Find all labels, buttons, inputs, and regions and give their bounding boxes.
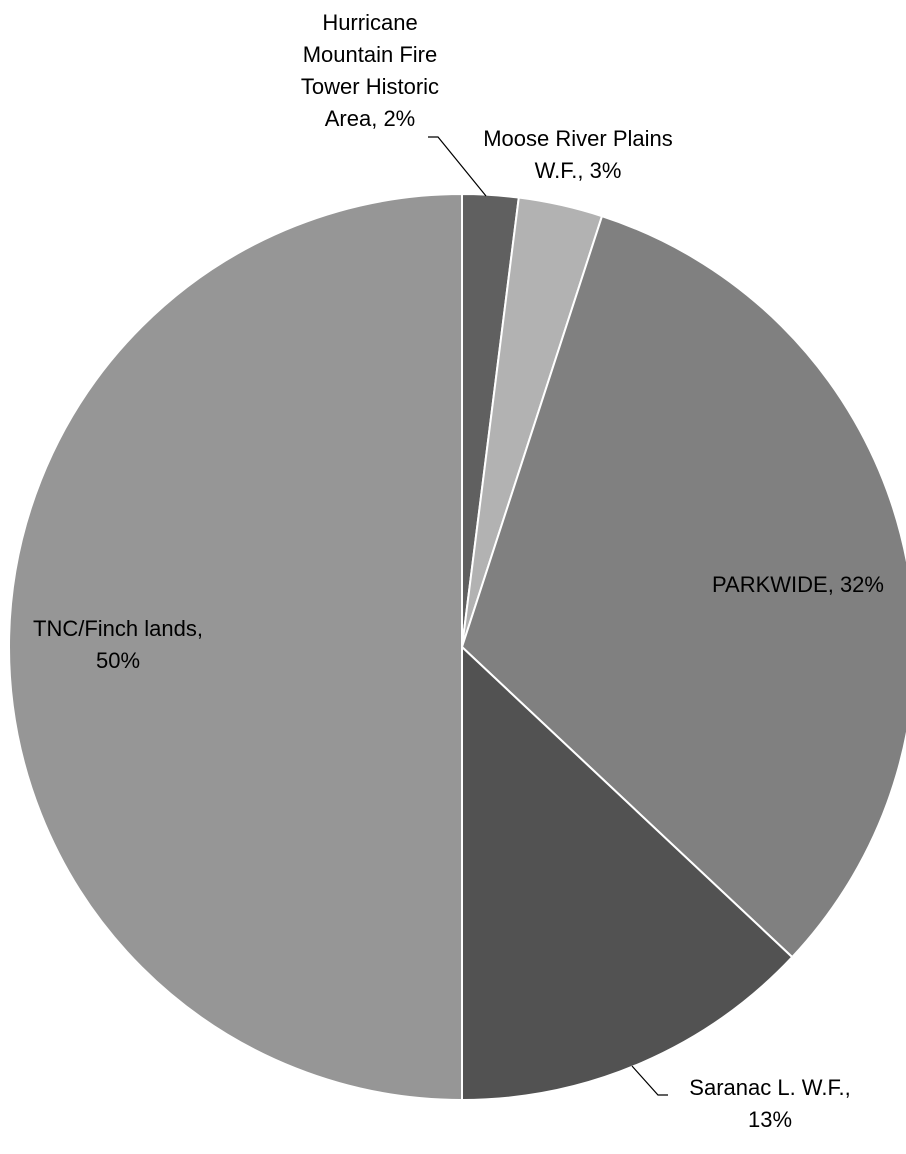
pie-slice-4 (8, 192, 463, 1102)
slice-label-4: TNC/Finch lands, 50% (33, 616, 203, 673)
slice-label-0: Hurricane Mountain Fire Tower Historic Area… (301, 10, 439, 131)
slice-label-2: PARKWIDE, 32% (712, 572, 884, 597)
slice-label-3: Saranac L. W.F., 13% (689, 1075, 850, 1132)
pie-slice-3 (461, 644, 794, 1102)
leader-line-0 (428, 136, 487, 197)
slice-label-1: Moose River Plains W.F., 3% (483, 126, 673, 183)
pie-slices (8, 192, 906, 1102)
pie-labels: Hurricane Mountain Fire Tower Historic Area… (33, 10, 884, 1132)
leader-line-3 (631, 1065, 668, 1096)
pie-slice-2 (460, 214, 906, 959)
